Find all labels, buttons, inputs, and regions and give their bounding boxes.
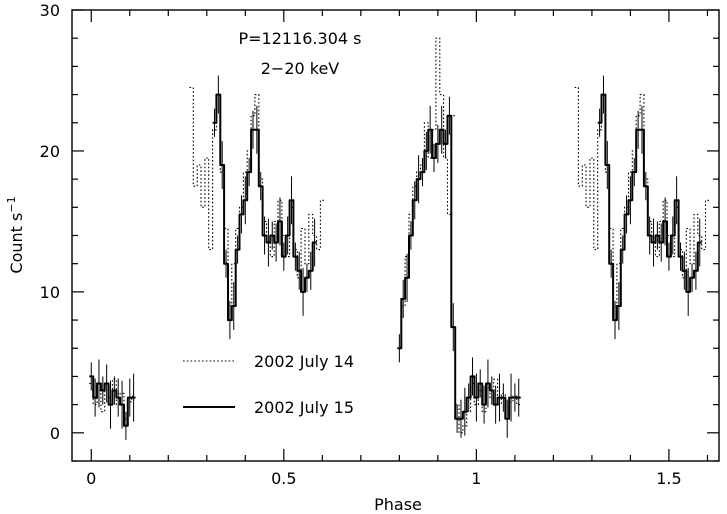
series-july-15 [89,93,702,427]
y-axis-label-exponent: −1 [5,196,18,212]
annotation-energy: 2−20 keV [261,59,340,78]
legend-label-july-15: 2002 July 15 [254,398,354,417]
legend-label-july-14: 2002 July 14 [254,352,354,371]
y-tick-label: 10 [40,283,60,302]
axis-ticks [72,9,719,462]
july-15-line [212,93,317,322]
series-july-14 [89,37,710,434]
y-axis-label-main: Count s [7,213,26,274]
july-15-line [597,93,702,322]
july-15-line [397,114,521,420]
y-tick-label: 0 [50,424,60,443]
july-15-line [89,375,136,427]
y-tick-label: 30 [40,1,60,20]
x-tick-label: 1 [471,469,481,488]
annotation-period: P=12116.304 s [239,29,362,48]
error-bars [90,75,701,440]
x-tick-label: 0 [86,469,96,488]
x-tick-label: 1.5 [656,469,681,488]
y-tick-label: 20 [40,142,60,161]
x-axis-label: Phase [374,495,422,514]
x-tick-label: 0.5 [271,469,296,488]
y-axis-label: Count s−1 [5,196,26,273]
plot-frame [71,9,720,462]
july-14-line [89,378,136,420]
july-14-line [401,37,456,307]
